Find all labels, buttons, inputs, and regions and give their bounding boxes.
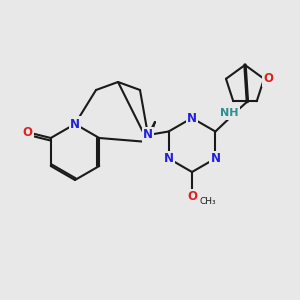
Text: N: N — [70, 118, 80, 130]
Text: N: N — [143, 128, 153, 142]
Text: NH: NH — [220, 109, 238, 118]
Text: O: O — [187, 190, 197, 203]
Text: N: N — [164, 152, 174, 165]
Text: CH₃: CH₃ — [200, 197, 217, 206]
Text: N: N — [210, 152, 220, 165]
Text: N: N — [187, 112, 197, 124]
Text: O: O — [23, 127, 33, 140]
Text: O: O — [263, 72, 273, 85]
